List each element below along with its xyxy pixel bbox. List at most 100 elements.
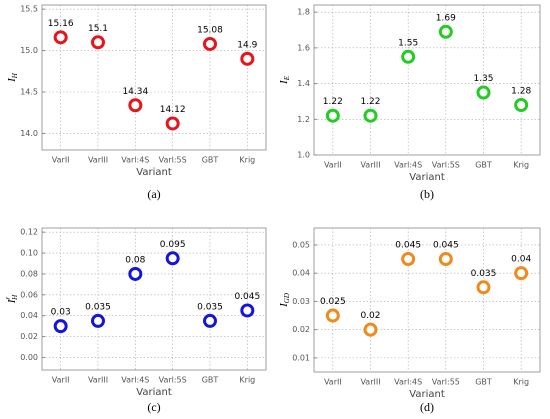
x-tick-label: Varl:5S (159, 376, 187, 385)
x-tick-label: VarIII (360, 161, 380, 170)
marker (203, 36, 217, 51)
data-label: 0.035 (197, 302, 223, 312)
marker (325, 108, 340, 123)
x-tick-label: Varl:55 (432, 378, 460, 387)
marker (165, 251, 180, 266)
x-axis-label: Variant (136, 387, 172, 398)
x-tick-label: Varl:4S (121, 376, 149, 385)
caption: (c) (147, 400, 160, 414)
y-label-base: I (278, 302, 290, 308)
marker (325, 308, 340, 323)
x-tick-label: VarII (52, 156, 70, 165)
data-label: 1.55 (398, 38, 418, 48)
x-tick-label: Krig (513, 378, 529, 387)
marker (438, 24, 453, 39)
data-label: 1.28 (511, 87, 531, 97)
data-label: 0.04 (511, 255, 531, 265)
data-label: 0.035 (471, 269, 497, 279)
y-axis-label: IH (6, 72, 19, 83)
y-tick-label: 0.00 (20, 353, 38, 362)
x-tick-label: VarIII (88, 156, 108, 165)
marker (363, 108, 378, 123)
y-tick-label: 0.04 (20, 311, 38, 320)
y-tick-label: 14.0 (20, 129, 38, 138)
y-tick-label: 15.5 (20, 5, 38, 14)
marker (165, 116, 180, 131)
data-label: 14.12 (160, 105, 186, 115)
y-label-base: I (6, 298, 18, 304)
data-label: 0.035 (85, 302, 111, 312)
marker (203, 313, 217, 328)
x-tick-label: GBT (475, 161, 492, 170)
x-tick-label: VarII (324, 378, 342, 387)
data-label: 1.69 (436, 13, 456, 23)
marker (128, 98, 143, 113)
plot-frame (313, 227, 541, 373)
y-tick-label: 0.12 (20, 228, 38, 237)
y-tick-label: 0.05 (292, 240, 310, 249)
x-tick-label: VarII (52, 376, 70, 385)
marker (363, 322, 378, 337)
x-tick-label: GBT (202, 156, 219, 165)
y-label-sub: GD (283, 293, 291, 303)
x-tick-label: Varl:4S (121, 156, 149, 165)
y-tick-label: 1.6 (297, 43, 310, 52)
plot-frame (41, 227, 267, 371)
data-label: 0.025 (320, 297, 346, 307)
data-label: 0.02 (360, 311, 380, 321)
x-tick-label: Varl:4S (394, 378, 422, 387)
x-tick-label: Krig (239, 156, 255, 165)
y-label-base: I (278, 79, 290, 85)
x-tick-label: VarII (324, 161, 342, 170)
data-label: 0.03 (51, 308, 71, 318)
y-tick-label: 0.08 (20, 269, 38, 278)
y-tick-label: 0.10 (20, 249, 38, 258)
y-tick-label: 1.8 (297, 8, 310, 17)
data-label: 1.35 (473, 74, 493, 84)
marker (91, 313, 105, 328)
x-tick-label: Varl:5S (159, 156, 187, 165)
marker (476, 85, 491, 100)
x-tick-label: Varl:4S (394, 161, 422, 170)
marker (240, 303, 255, 318)
x-tick-label: Krig (513, 161, 529, 170)
y-label-sup: r (4, 297, 12, 300)
y-tick-label: 0.04 (292, 269, 310, 278)
marker (401, 252, 416, 267)
y-tick-label: 0.03 (292, 297, 310, 306)
x-axis-label: Variant (409, 172, 445, 183)
y-tick-label: 1.4 (297, 79, 310, 88)
marker (514, 98, 529, 112)
y-axis-label: IrH (4, 294, 19, 304)
y-tick-label: 1.0 (297, 151, 310, 160)
data-label: 15.08 (197, 25, 223, 35)
x-tick-label: GBT (202, 376, 219, 385)
marker (240, 51, 255, 66)
marker (438, 252, 453, 267)
x-tick-label: VarIII (88, 376, 108, 385)
x-tick-label: GBT (475, 378, 492, 387)
x-axis-label: Variant (409, 389, 445, 400)
caption: (a) (147, 187, 160, 201)
y-label-sub: H (11, 72, 19, 79)
x-tick-label: VarIII (360, 378, 380, 387)
y-label-sub: H (11, 294, 19, 301)
y-axis-label: IGD (278, 293, 291, 308)
data-label: 1.22 (360, 97, 380, 107)
y-label-sub: E (283, 75, 291, 81)
y-tick-label: 1.2 (297, 115, 310, 124)
data-label: 0.045 (395, 241, 421, 251)
plot-frame (41, 4, 267, 151)
y-tick-label: 0.01 (292, 353, 310, 362)
data-label: 0.045 (433, 241, 459, 251)
x-tick-label: Varl:5S (432, 161, 460, 170)
data-label: 0.08 (125, 255, 145, 265)
marker (53, 30, 68, 45)
y-axis-label: IE (278, 75, 291, 85)
y-tick-label: 15.0 (20, 46, 38, 55)
plot-frame (313, 4, 541, 156)
caption: (b) (420, 187, 434, 201)
y-tick-label: 0.02 (20, 332, 38, 341)
